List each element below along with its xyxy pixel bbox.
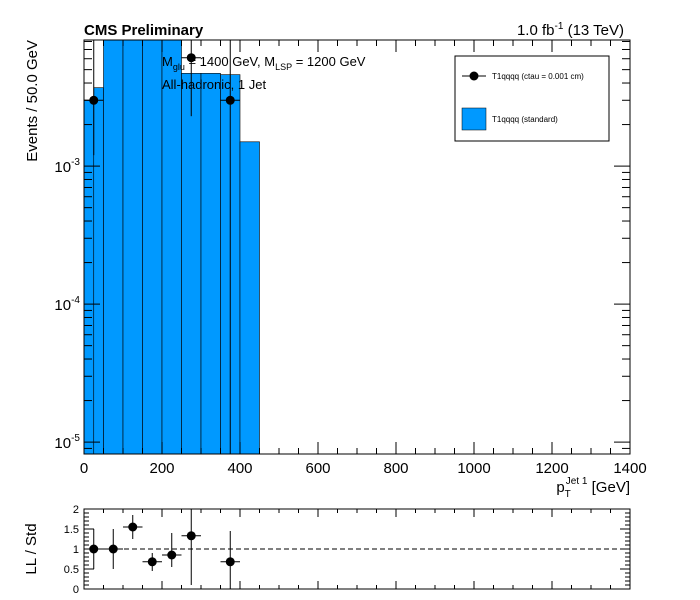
main-plot-frame bbox=[83, 39, 631, 455]
mass-annotation: Mglu = 1400 GeV, MLSP = 1200 GeV bbox=[162, 54, 366, 72]
histogram-bin-6 bbox=[181, 73, 202, 455]
ratio-point-3 bbox=[147, 557, 157, 567]
legend: T1qqqq (ctau = 0.001 cm) T1qqqq (standar… bbox=[454, 55, 610, 142]
legend-entry-standard: T1qqqq (standard) bbox=[492, 115, 558, 124]
luminosity-label: 1.0 fb-1 (13 TeV) bbox=[517, 21, 624, 39]
ratio-y-axis-label: LL / Std bbox=[23, 523, 40, 574]
x-tick-label-0: 0 bbox=[80, 460, 88, 477]
data-point-2 bbox=[225, 95, 235, 105]
x-tick-label-7: 1400 bbox=[613, 460, 646, 477]
x-tick-label-3: 600 bbox=[305, 460, 330, 477]
ratio-points-layer bbox=[84, 509, 240, 589]
histogram-bin-7 bbox=[200, 73, 221, 455]
histogram-bin-1 bbox=[93, 87, 104, 455]
ratio-y-tick-label-0: 0 bbox=[73, 584, 79, 596]
histogram-bin-2 bbox=[103, 39, 124, 455]
histogram-bin-5 bbox=[161, 39, 182, 455]
histogram-bin-3 bbox=[122, 39, 143, 455]
x-tick-label-2: 400 bbox=[227, 460, 252, 477]
ratio-point-1 bbox=[108, 544, 118, 554]
data-points-layer bbox=[84, 40, 240, 454]
x-tick-label-5: 1000 bbox=[457, 460, 490, 477]
ratio-point-2 bbox=[128, 522, 138, 532]
ratio-y-tick-label-1: 0.5 bbox=[64, 564, 79, 576]
y-tick-label-0: 10-5 bbox=[54, 433, 80, 452]
x-tick-label-4: 800 bbox=[383, 460, 408, 477]
ratio-y-tick-label-4: 2 bbox=[73, 504, 79, 516]
x-tick-label-6: 1200 bbox=[535, 460, 568, 477]
ratio-point-6 bbox=[225, 557, 235, 567]
data-point-0 bbox=[89, 95, 99, 105]
ratio-point-0 bbox=[89, 544, 99, 554]
histogram-bin-9 bbox=[239, 141, 260, 455]
ratio-panel: 0 0.5 1 1.5 2 LL / Std bbox=[23, 504, 631, 596]
main-axis-ticks: 0 200 400 600 800 1000 1200 1400 10-5 10-4 10-3 bbox=[54, 40, 647, 477]
ratio-y-tick-label-2: 1 bbox=[73, 544, 79, 556]
ratio-plot-frame bbox=[83, 508, 631, 590]
cms-preliminary-label: CMS Preliminary bbox=[84, 22, 204, 39]
selection-annotation: All-hadronic, 1 Jet bbox=[162, 77, 266, 92]
histogram-layer bbox=[83, 39, 260, 455]
data-point-1 bbox=[186, 53, 196, 63]
y-tick-label-2: 10-3 bbox=[54, 157, 80, 176]
legend-entry-llp: T1qqqq (ctau = 0.001 cm) bbox=[492, 72, 584, 81]
ratio-axis-ticks: 0 0.5 1 1.5 2 bbox=[64, 504, 631, 596]
ratio-y-tick-label-3: 1.5 bbox=[64, 524, 79, 536]
y-tick-label-1: 10-4 bbox=[54, 295, 80, 314]
ratio-point-5 bbox=[186, 531, 196, 541]
histogram-bin-4 bbox=[142, 39, 163, 455]
legend-marker-symbol bbox=[469, 71, 479, 81]
x-axis-label: pTJet 1 [GeV] bbox=[556, 476, 630, 500]
y-axis-label: Events / 50.0 GeV bbox=[24, 40, 41, 162]
main-panel: 0 200 400 600 800 1000 1200 1400 10-5 10-4 10-3 CM… bbox=[24, 21, 647, 500]
legend-fill-swatch bbox=[461, 107, 487, 131]
ratio-point-4 bbox=[167, 550, 177, 560]
x-tick-label-1: 200 bbox=[149, 460, 174, 477]
